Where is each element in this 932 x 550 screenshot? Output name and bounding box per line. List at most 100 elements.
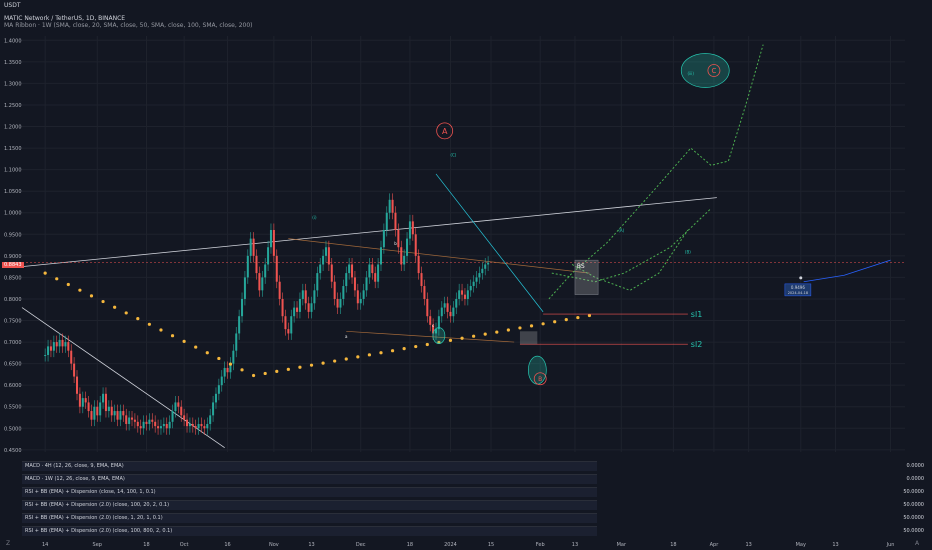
candle-body bbox=[322, 255, 325, 265]
candle-body bbox=[188, 423, 191, 427]
left-scroll-flag-icon[interactable]: Z bbox=[6, 540, 11, 547]
candle-body bbox=[365, 277, 368, 291]
price-tick-label: 0.9500 bbox=[4, 232, 22, 238]
channel-line bbox=[346, 330, 515, 343]
indicator-value: 0.0000 bbox=[906, 463, 925, 469]
candle-body bbox=[368, 264, 371, 278]
time-tick-label: 13 bbox=[308, 542, 314, 548]
price-tick-label: 0.4500 bbox=[4, 448, 22, 454]
price-tick-label: 0.5500 bbox=[4, 405, 22, 411]
target-box[interactable] bbox=[784, 283, 812, 297]
candle-body bbox=[432, 324, 435, 334]
bs-box[interactable] bbox=[574, 259, 599, 295]
time-tick-label: Apr bbox=[710, 542, 720, 548]
support-dot bbox=[217, 356, 221, 361]
indicator-panel[interactable]: RSI + BB (EMA) + Dispersion (2.0) (close… bbox=[22, 513, 597, 523]
indicator-value: 0.0000 bbox=[906, 476, 925, 482]
candle-body bbox=[136, 421, 139, 427]
indicator-label: RSI + BB (EMA) + Dispersion (2.0) (close… bbox=[25, 528, 173, 534]
rising-trendline bbox=[21, 197, 717, 268]
support-dot bbox=[333, 359, 337, 363]
candle-body bbox=[104, 393, 107, 412]
candle-body bbox=[157, 426, 160, 429]
time-tick-label: 13 bbox=[832, 542, 838, 548]
target-date-label: 2024-04-18 bbox=[788, 291, 808, 295]
candle-body bbox=[391, 199, 394, 213]
candles bbox=[44, 193, 490, 435]
candle-body bbox=[159, 426, 162, 429]
indicator-value: 50.0000 bbox=[903, 489, 924, 495]
candle-body bbox=[351, 264, 354, 278]
wave-a-label: A bbox=[442, 127, 448, 136]
candle-body bbox=[162, 423, 165, 427]
candle-body bbox=[200, 423, 203, 427]
indicator-label: RSI + BB (EMA) + Dispersion (close, 14, … bbox=[25, 489, 156, 495]
candle-body bbox=[209, 415, 212, 424]
candle-body bbox=[327, 247, 330, 265]
candle-body bbox=[293, 307, 296, 317]
candle-body bbox=[333, 281, 336, 299]
sl2-label: sl2 bbox=[691, 340, 702, 349]
wave-a2-label: (A) bbox=[618, 228, 624, 233]
support-dot bbox=[367, 353, 372, 357]
candle-body bbox=[475, 277, 478, 282]
candle-body bbox=[96, 406, 99, 416]
candle-body bbox=[281, 298, 284, 317]
candle-body bbox=[336, 298, 339, 308]
wave-b2-label: (B) bbox=[685, 250, 691, 255]
ma-ribbon-legend[interactable]: MA Ribbon · 1W (SMA, close, 20, SMA, clo… bbox=[4, 22, 253, 29]
descending-trendline bbox=[21, 307, 225, 449]
indicator-panel[interactable]: RSI + BB (EMA) + Dispersion (2.0) (close… bbox=[22, 500, 597, 510]
support-dot bbox=[518, 326, 522, 330]
indicator-panel[interactable]: MACD · 4H (12, 26, close, 9, EMA, EMA) bbox=[22, 461, 597, 471]
teal-downtrend bbox=[435, 173, 544, 313]
candle-body bbox=[345, 273, 348, 287]
support-dot bbox=[159, 328, 163, 332]
candle-body bbox=[443, 303, 446, 308]
indicator-label: RSI + BB (EMA) + Dispersion (2.0) (close… bbox=[25, 515, 163, 521]
support-dot bbox=[529, 324, 534, 328]
indicator-panel[interactable]: RSI + BB (EMA) + Dispersion (2.0) (close… bbox=[22, 526, 597, 536]
time-tick-label: 15 bbox=[488, 542, 494, 548]
support-dot bbox=[483, 332, 487, 336]
support-dot bbox=[124, 311, 128, 315]
candle-body bbox=[64, 342, 67, 347]
candle-body bbox=[139, 426, 142, 429]
candle-body bbox=[304, 290, 307, 304]
support-dot bbox=[344, 357, 348, 361]
candle-body bbox=[437, 316, 440, 330]
candle-body bbox=[403, 255, 406, 265]
symbol-title[interactable]: MATIC Network / TetherUS, 1D, BINANCE bbox=[4, 15, 126, 22]
candle-body bbox=[359, 298, 362, 304]
candle-body bbox=[125, 415, 128, 424]
support-dot bbox=[541, 322, 545, 326]
auto-scale-icon[interactable]: A bbox=[915, 540, 920, 547]
candle-body bbox=[487, 262, 490, 265]
candle-body bbox=[180, 406, 183, 416]
sl1-label: sl1 bbox=[691, 310, 702, 319]
time-tick-label: Oct bbox=[180, 542, 189, 548]
candle-body bbox=[269, 229, 272, 248]
candle-body bbox=[420, 273, 423, 287]
quote-currency: USDT bbox=[4, 2, 21, 9]
candle-body bbox=[67, 342, 70, 351]
candle-body bbox=[246, 255, 249, 278]
candle-body bbox=[382, 229, 385, 248]
support-dot bbox=[205, 351, 209, 355]
price-tick-label: 1.3000 bbox=[4, 81, 22, 87]
candle-body bbox=[278, 281, 281, 299]
chart-grid bbox=[22, 36, 905, 452]
target-c-ellipse bbox=[680, 53, 730, 88]
time-tick-label: 13 bbox=[572, 542, 578, 548]
alt-projection bbox=[571, 229, 689, 291]
candle-body bbox=[463, 294, 466, 299]
indicator-panel[interactable]: RSI + BB (EMA) + Dispersion (close, 14, … bbox=[22, 487, 597, 497]
support-dot bbox=[425, 342, 429, 347]
price-tick-label: 1.0500 bbox=[4, 189, 22, 195]
indicator-panel[interactable]: MACD · 1W (12, 26, close, 9, EMA, EMA) bbox=[22, 474, 597, 484]
candle-body bbox=[394, 212, 397, 230]
candle-body bbox=[151, 419, 154, 422]
candle-body bbox=[290, 316, 293, 334]
a-label: a bbox=[345, 334, 348, 339]
